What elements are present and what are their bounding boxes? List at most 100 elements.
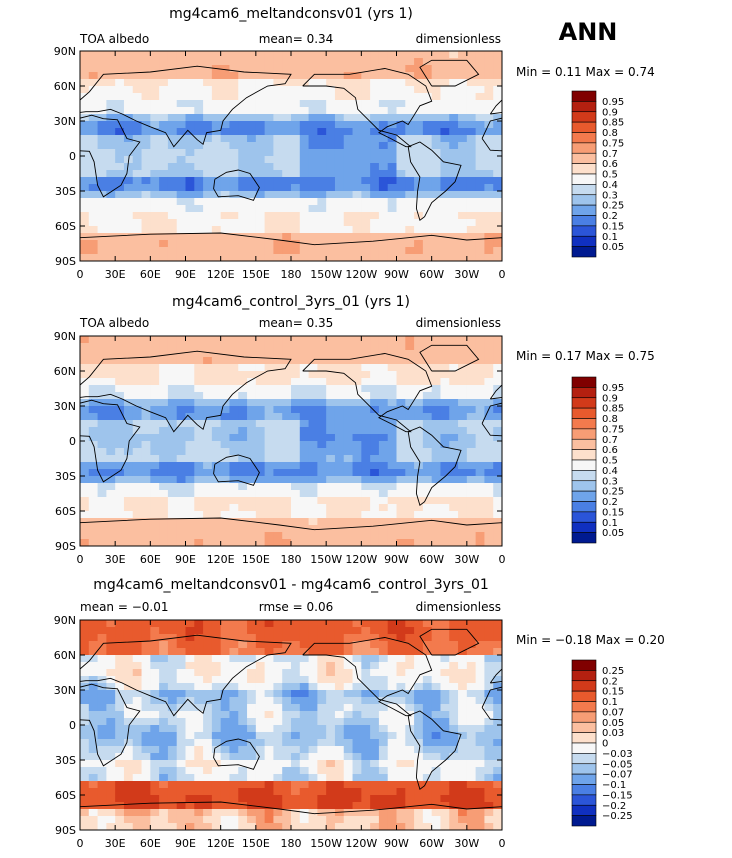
lon-tick-label: 0	[77, 553, 84, 566]
map-cell	[141, 247, 151, 255]
map-cell	[159, 725, 169, 733]
map-cell	[255, 212, 266, 220]
map-cell	[466, 86, 477, 94]
map-cell	[308, 163, 318, 171]
map-cell	[317, 357, 327, 365]
map-cell	[159, 191, 169, 199]
map-cell	[317, 627, 327, 635]
map-cell	[334, 641, 345, 649]
colorbar-box	[571, 111, 597, 123]
map-cell	[220, 816, 231, 824]
map-cell	[229, 336, 239, 344]
map-cell	[475, 511, 486, 519]
map-cell	[264, 697, 275, 705]
map-cell	[159, 350, 169, 358]
map-cell	[475, 142, 486, 150]
map-cell	[150, 774, 160, 782]
map-cell	[229, 177, 239, 185]
map-cell	[458, 718, 468, 726]
map-cell	[123, 788, 134, 796]
map-cell	[132, 483, 143, 491]
map-cell	[334, 627, 345, 635]
map-cell	[317, 406, 327, 414]
map-cell	[299, 378, 310, 386]
map-cell	[449, 697, 459, 705]
map-cell	[97, 212, 107, 220]
map-cell	[159, 732, 169, 740]
map-cell	[88, 648, 99, 656]
map-cell	[255, 525, 266, 533]
map-cell	[378, 427, 389, 435]
map-cell	[396, 739, 406, 747]
map-cell	[449, 648, 459, 656]
map-cell	[440, 676, 450, 684]
colorbar-label: 0.2	[602, 497, 618, 508]
map-cell	[185, 406, 195, 414]
map-cell	[396, 669, 406, 677]
map-cell	[132, 809, 143, 817]
map-cell	[449, 336, 459, 344]
map-cell	[440, 739, 450, 747]
map-cell	[396, 357, 406, 365]
map-cell	[238, 711, 248, 719]
map-cell	[334, 662, 345, 670]
map-cell	[132, 683, 143, 691]
map-cell	[414, 198, 424, 206]
lat-tick-label: 30N	[54, 400, 76, 413]
map-cell	[106, 539, 116, 546]
map-cell	[106, 51, 116, 59]
map-cell	[431, 58, 442, 66]
map-cell	[185, 518, 195, 526]
map-cell	[185, 739, 195, 747]
map-cell	[264, 518, 275, 526]
map-cell	[141, 760, 151, 768]
map-cell	[123, 219, 134, 227]
map-cell	[220, 669, 231, 677]
map-cell	[150, 511, 160, 519]
map-cell	[115, 627, 125, 635]
map-cell	[97, 142, 107, 150]
map-cell	[159, 620, 169, 628]
map-cell	[150, 525, 160, 533]
map-cell	[220, 620, 231, 628]
map-cell	[361, 641, 371, 649]
map-cell	[203, 254, 213, 261]
map-cell	[255, 177, 266, 185]
map-cell	[123, 385, 134, 393]
map-cell	[185, 476, 195, 484]
map-cell	[326, 462, 336, 470]
map-cell	[141, 718, 151, 726]
map-cell	[88, 476, 99, 484]
map-cell	[493, 240, 502, 248]
map-cell	[414, 413, 424, 421]
map-cell	[238, 65, 248, 73]
map-cell	[317, 476, 327, 484]
map-cell	[132, 469, 143, 477]
map-cell	[493, 655, 502, 663]
map-cell	[238, 212, 248, 220]
map-cell	[308, 420, 318, 428]
map-cell	[396, 233, 406, 241]
map-cell	[440, 385, 450, 393]
map-cell	[352, 93, 362, 101]
map-cell	[308, 135, 318, 143]
map-cell	[387, 781, 398, 789]
map-cell	[80, 774, 90, 782]
map-cell	[352, 809, 362, 817]
map-cell	[220, 392, 231, 400]
map-cell	[282, 79, 292, 87]
map-cell	[176, 725, 187, 733]
map-cell	[238, 469, 248, 477]
map-cell	[422, 156, 433, 164]
map-cell	[466, 51, 477, 59]
colorbar-label: −0.15	[602, 790, 633, 801]
map-cell	[176, 72, 187, 80]
map-cell	[493, 65, 502, 73]
map-cell	[352, 357, 362, 365]
map-cell	[291, 641, 301, 649]
map-cell	[317, 177, 327, 185]
map-cell	[273, 191, 283, 199]
map-cell	[431, 655, 442, 663]
map-cell	[80, 177, 90, 185]
map-cell	[273, 184, 283, 192]
